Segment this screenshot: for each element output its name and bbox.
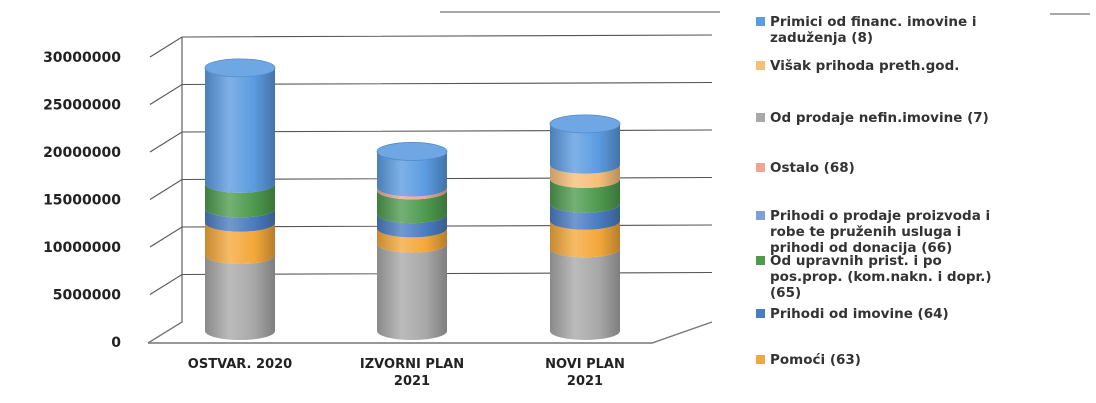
legend-label: Od upravnih prist. i po xyxy=(770,253,942,269)
y-tick-label: 10000000 xyxy=(43,240,121,256)
gridline xyxy=(149,34,713,58)
bar-segment xyxy=(205,255,275,340)
x-axis: OSTVAR. 2020 IZVORNI PLAN 2021 NOVI PLAN 202… xyxy=(188,357,625,389)
legend-label: (65) xyxy=(770,285,801,301)
bar-segment xyxy=(205,183,275,218)
bar-segment xyxy=(377,151,447,197)
bar-segment xyxy=(377,187,447,200)
legend-label: pos.prop. (kom.nakn. i dopr.) xyxy=(770,269,992,285)
y-tick-label: 25000000 xyxy=(43,98,121,114)
floor-edge xyxy=(148,321,713,344)
y-tick-label: 0 xyxy=(111,335,121,351)
legend-label: Ostalo (68) xyxy=(770,160,855,176)
legend-label: prihodi od donacija (66) xyxy=(770,240,952,256)
bar-top xyxy=(549,114,621,134)
legend-swatch xyxy=(756,17,765,26)
legend-label: zaduženja (8) xyxy=(770,30,873,46)
legend-swatch xyxy=(756,211,765,220)
bar-segment xyxy=(205,222,275,264)
bar-top xyxy=(204,58,276,78)
legend-swatch xyxy=(756,256,765,265)
gridline xyxy=(149,176,713,200)
gridline xyxy=(149,81,713,105)
x-tick-label: OSTVAR. 2020 xyxy=(188,357,292,372)
y-tick-label: 30000000 xyxy=(43,50,121,66)
bar-segment xyxy=(377,228,447,253)
x-tick-label: 2021 xyxy=(567,374,603,389)
legend-swatch xyxy=(756,61,765,70)
bar-segment xyxy=(550,248,620,340)
bar-segment xyxy=(550,203,620,230)
legend-label: Prihodi o prodaje proizvoda i xyxy=(770,208,990,224)
legend-label: Primici od financ. imovine i xyxy=(770,14,977,30)
bar-segment xyxy=(377,190,447,224)
y-tick-label: 20000000 xyxy=(43,145,121,161)
bar-segment xyxy=(205,67,275,193)
legend-label: Od prodaje nefin.imovine (7) xyxy=(770,110,989,126)
legend-swatch xyxy=(756,309,765,318)
legend-swatch xyxy=(756,113,765,122)
bar-segment xyxy=(377,243,447,340)
gridline xyxy=(149,271,713,295)
bar-segment xyxy=(550,179,620,213)
bars xyxy=(204,58,621,340)
y-tick-label: 5000000 xyxy=(53,288,121,304)
bar-top xyxy=(376,142,448,161)
legend-label: Pomoći (63) xyxy=(770,352,861,368)
bar-segment xyxy=(377,214,447,238)
legend-swatch xyxy=(756,163,765,172)
y-tick-label: 15000000 xyxy=(43,193,121,209)
legend-label: robe te pruženih usluga i xyxy=(770,224,961,240)
y-axis: 0 5000000 10000000 15000000 20000000 25000000… xyxy=(43,50,121,351)
gridline xyxy=(149,129,713,153)
legend-swatch xyxy=(756,355,765,364)
bar-segment xyxy=(205,208,275,232)
x-tick-label: NOVI PLAN xyxy=(545,357,625,372)
x-tick-label: IZVORNI PLAN xyxy=(360,357,464,372)
x-tick-label: 2021 xyxy=(394,374,430,389)
gridline xyxy=(149,224,713,248)
bar-segment xyxy=(550,220,620,258)
bar-segment xyxy=(550,123,620,174)
legend-label: Višak prihoda preth.god. xyxy=(770,58,959,74)
gridlines xyxy=(149,34,713,295)
legend-label: Prihodi od imovine (64) xyxy=(770,306,949,322)
bar-segment xyxy=(550,164,620,188)
